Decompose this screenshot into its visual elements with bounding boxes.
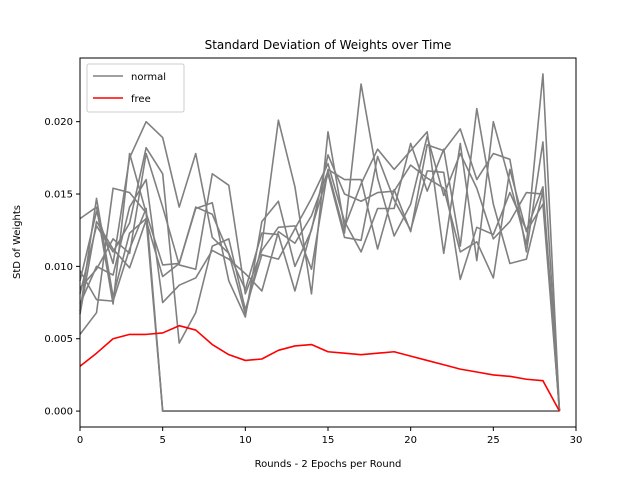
legend-normal-label: normal bbox=[131, 72, 166, 83]
series-free-line bbox=[79, 324, 561, 412]
x-tick-label: 15 bbox=[322, 435, 335, 446]
series-normal-line-9 bbox=[79, 155, 561, 412]
series-normal-line-8 bbox=[79, 107, 561, 412]
x-tick-label: 25 bbox=[487, 435, 500, 446]
x-tick-label: 0 bbox=[77, 435, 83, 446]
x-tick-label: 5 bbox=[159, 435, 165, 446]
legend-free-label: free bbox=[131, 94, 151, 105]
x-tick-label: 30 bbox=[570, 435, 583, 446]
y-tick-label: 0.000 bbox=[44, 407, 73, 418]
x-tick-label: 10 bbox=[239, 435, 252, 446]
x-axis-label: Rounds - 2 Epochs per Round bbox=[255, 459, 402, 470]
legend: normal free bbox=[86, 63, 185, 113]
chart-title: Standard Deviation of Weights over Time bbox=[205, 38, 452, 52]
series-normal-line-7 bbox=[79, 83, 561, 412]
y-tick-label: 0.010 bbox=[44, 262, 73, 273]
x-axis: 0 5 10 15 20 25 30 bbox=[77, 427, 583, 446]
y-axis: 0.000 0.005 0.010 0.015 0.020 bbox=[44, 117, 80, 418]
series-normal-line-3 bbox=[79, 207, 560, 412]
series-normal-line-5 bbox=[79, 128, 561, 412]
y-tick-label: 0.015 bbox=[44, 190, 73, 201]
y-tick-label: 0.005 bbox=[44, 334, 73, 345]
x-tick-label: 20 bbox=[404, 435, 417, 446]
y-axis-label: StD of Weights bbox=[12, 205, 23, 279]
series-layer bbox=[79, 73, 561, 412]
series-normal-line-4 bbox=[79, 73, 561, 412]
y-tick-label: 0.020 bbox=[44, 117, 73, 128]
